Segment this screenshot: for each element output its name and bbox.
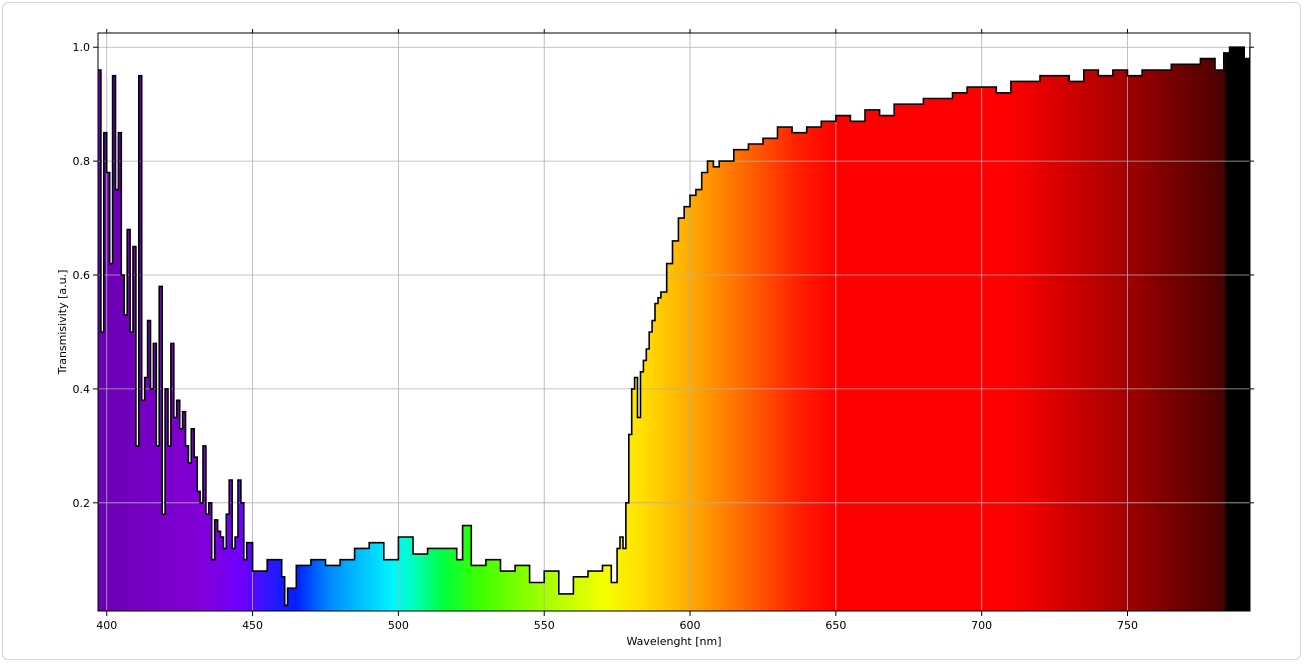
- y-tick-label: 0.6: [73, 269, 91, 282]
- transmissivity-line: [98, 46, 1250, 607]
- x-axis-label: Wavelenght [nm]: [626, 635, 721, 648]
- x-tick-label: 600: [680, 619, 701, 632]
- spectrum-area-fill: [98, 47, 1250, 611]
- x-tick-label: 750: [1117, 619, 1138, 632]
- x-tick-label: 650: [825, 619, 846, 632]
- x-tick-label: 700: [971, 619, 992, 632]
- axis-ticks: 400 450 500 550 600 650 700 750 0.2 0.4 0.6 0.8 1.0: [73, 29, 1254, 632]
- x-tick-label: 400: [96, 619, 117, 632]
- y-tick-label: 0.4: [73, 383, 91, 396]
- x-tick-label: 500: [388, 619, 409, 632]
- x-tick-label: 550: [534, 619, 555, 632]
- grid: [98, 33, 1250, 611]
- plot-border: [97, 32, 1251, 612]
- y-tick-label: 0.2: [73, 497, 91, 510]
- y-tick-label: 1.0: [73, 41, 91, 54]
- y-tick-label: 0.8: [73, 155, 91, 168]
- x-tick-label: 450: [242, 619, 263, 632]
- y-axis-label: Transmisivity [a.u.]: [56, 270, 69, 376]
